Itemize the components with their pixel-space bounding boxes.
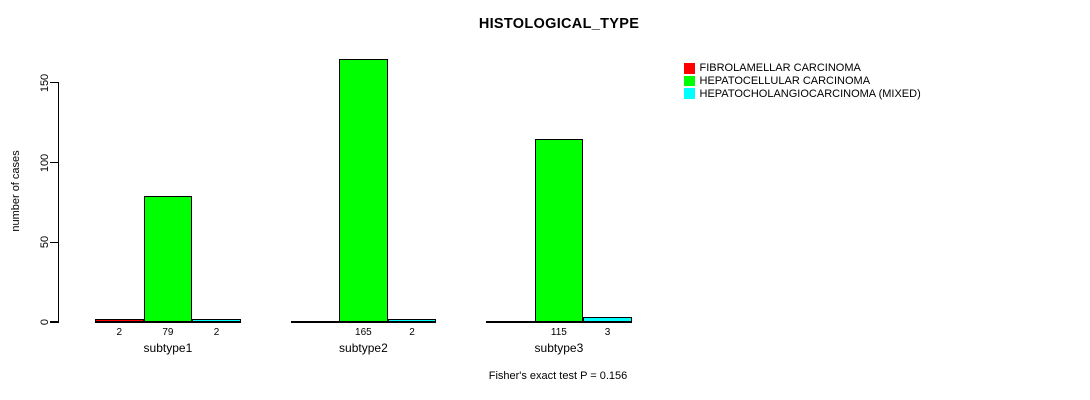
bar-value-label: 3 [604,327,611,338]
legend-item: HEPATOCELLULAR CARCINOMA [684,75,921,88]
group-baseline [95,321,241,324]
legend-item: HEPATOCHOLANGIOCARCINOMA (MIXED) [684,87,921,100]
legend: FIBROLAMELLAR CARCINOMA HEPATOCELLULAR CA… [684,62,921,100]
y-axis-tick [50,241,59,243]
bar-value-label: 165 [355,327,372,338]
category-label: subtype2 [339,341,388,355]
legend-item: FIBROLAMELLAR CARCINOMA [684,62,921,75]
y-axis-tick-label: 50 [39,236,51,249]
y-axis-tick-label: 0 [39,318,51,326]
chart-title: HISTOLOGICAL_TYPE [478,16,640,32]
y-axis-tick-label: 150 [39,73,51,93]
bar-value-label: 79 [162,327,174,338]
bar-subtype1-hepatocholangiocarcinoma-mixed [192,318,241,322]
y-axis-tick [50,321,59,323]
bar-value-label: 2 [116,327,123,338]
bar-value-label: 2 [409,327,415,338]
group-baseline [290,321,437,324]
bar-subtype3-hepatocellular-carcinoma [534,138,584,322]
bar-value-label: 2 [213,327,220,338]
y-axis-line [58,82,60,323]
legend-label: HEPATOCHOLANGIOCARCINOMA (MIXED) [699,87,921,100]
category-label: subtype3 [534,341,584,355]
bar-subtype1-hepatocellular-carcinoma [143,196,193,322]
bar-subtype1-fibrolamellar-carcinoma [95,318,144,322]
legend-swatch-icon [684,63,695,74]
group-baseline [486,321,632,324]
legend-swatch-icon [684,75,695,87]
annotation-fishers-exact-test: Fisher's exact test P = 0.156 [488,370,628,382]
legend-label: HEPATOCELLULAR CARCINOMA [699,75,871,88]
y-axis-tick [50,82,59,84]
bar-value-label: 115 [550,327,567,338]
legend-label: FIBROLAMELLAR CARCINOMA [699,62,861,75]
y-axis-tick-label: 100 [39,153,51,172]
y-axis-tick [50,162,59,164]
bar-subtype3-hepatocholangiocarcinoma-mixed [583,317,632,322]
bar-subtype2-hepatocholangiocarcinoma-mixed [387,318,437,322]
legend-swatch-icon [684,88,695,99]
bar-subtype2-hepatocellular-carcinoma [339,59,388,322]
category-label: subtype1 [143,341,193,355]
